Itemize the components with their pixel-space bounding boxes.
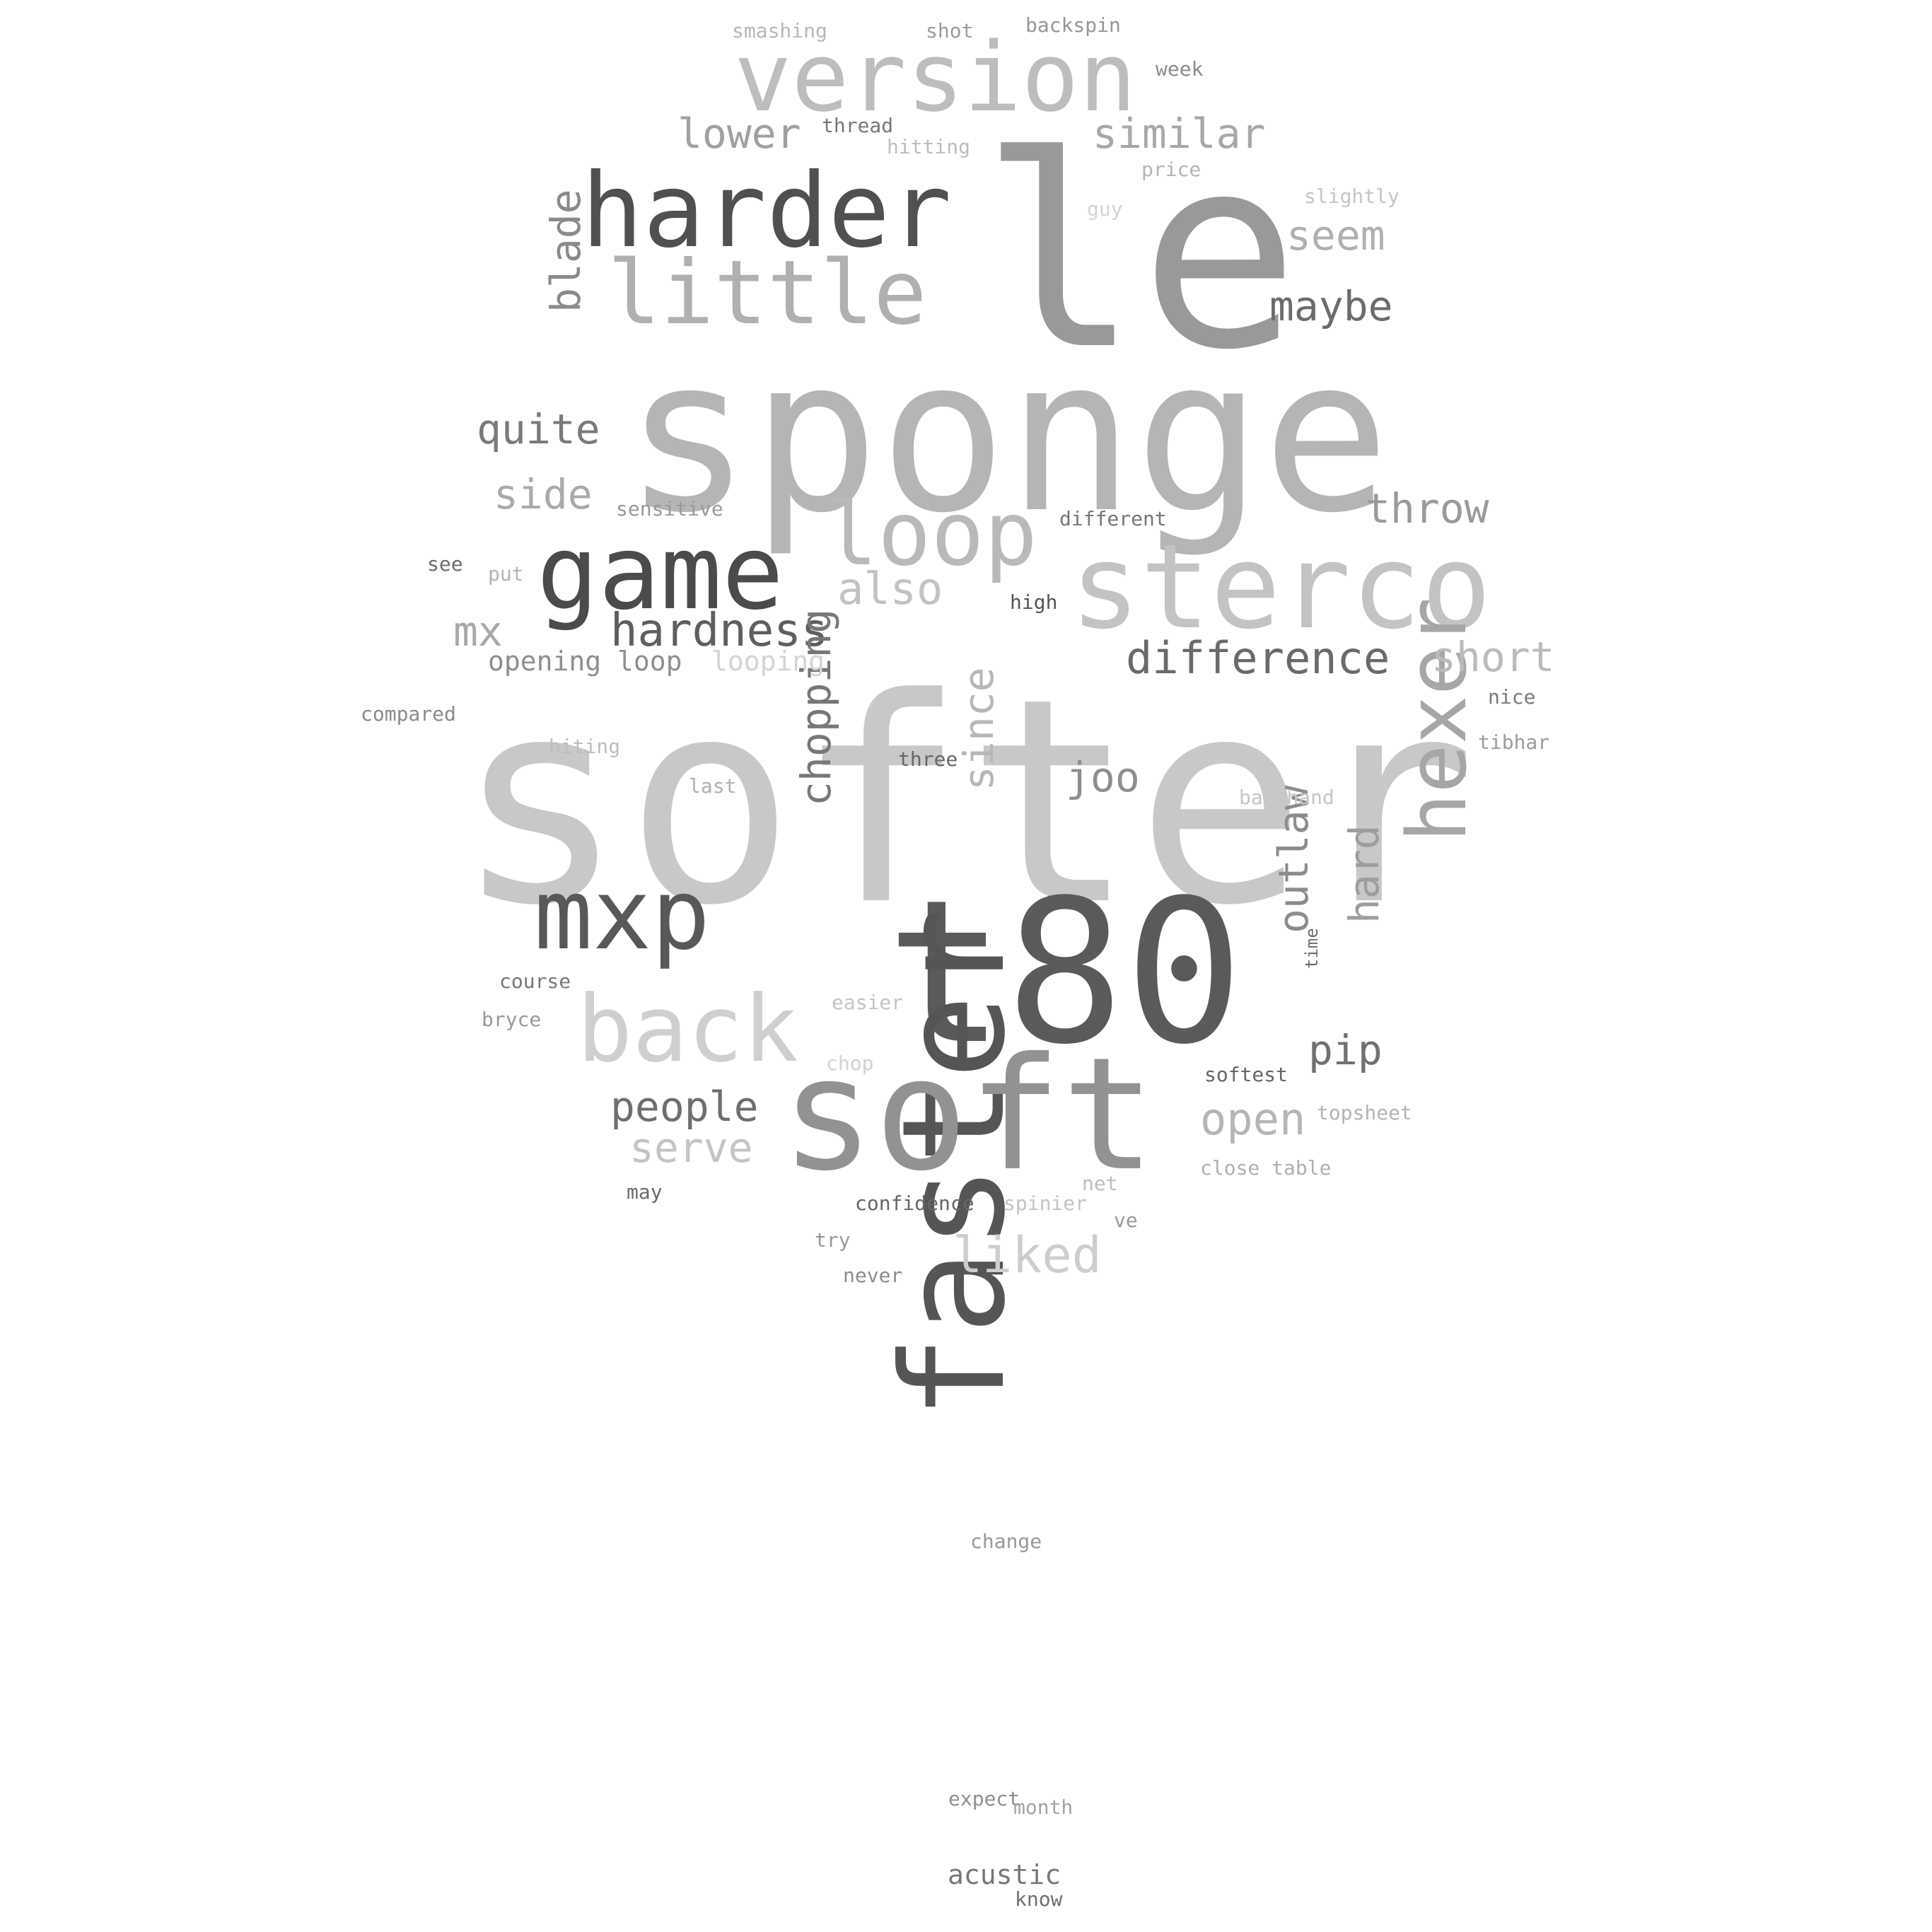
word-backspin: backspin (1025, 13, 1121, 37)
word-blade: blade (542, 189, 590, 313)
word-last: last (689, 774, 737, 798)
word-game: game (537, 513, 784, 633)
word-smashing: smashing (732, 19, 827, 42)
word-easier: easier (832, 991, 904, 1014)
word-put: put (488, 562, 524, 586)
word-time: time (1302, 928, 1322, 969)
word-softest: softest (1204, 1063, 1288, 1086)
word-harder: harder (581, 151, 952, 271)
word-sensitive: sensitive (616, 497, 723, 520)
word-little: little (607, 242, 927, 344)
word-month: month (1013, 1796, 1073, 1819)
word-backhand: backhand (1239, 786, 1334, 809)
word-open: open (1200, 1093, 1306, 1145)
word-confidence: confidence (855, 1192, 974, 1215)
word-mxp: mxp (534, 858, 711, 972)
word-loop: loop (825, 483, 1038, 586)
word-course: course (499, 970, 571, 993)
word-seem: seem (1286, 211, 1385, 260)
word-since: since (955, 667, 1003, 791)
word-hard: hard (1340, 825, 1388, 924)
word-high: high (1010, 590, 1058, 614)
word-difference: difference (1126, 632, 1390, 684)
word-looping: looping (711, 646, 825, 677)
word-expect: expect (948, 1787, 1020, 1810)
word-mx: mx (453, 607, 503, 656)
word-nice: nice (1488, 685, 1536, 709)
word-lower: lower (677, 110, 801, 158)
word-soft: soft (781, 1024, 1156, 1205)
word-tibhar: tibhar (1478, 731, 1550, 754)
word-t80: t80 (886, 858, 1244, 1088)
word-hiting: hiting (549, 735, 621, 758)
word-close-table: close table (1200, 1156, 1332, 1180)
word-hitting: hitting (887, 135, 971, 158)
word-version: version (734, 22, 1136, 133)
word-never: never (843, 1264, 903, 1287)
word-price: price (1141, 158, 1201, 181)
word-thread: thread (822, 114, 894, 137)
word-people: people (610, 1083, 759, 1131)
word-back: back (577, 975, 799, 1083)
word-try: try (815, 1228, 851, 1252)
word-maybe: maybe (1269, 282, 1393, 330)
word-quite: quite (477, 405, 600, 453)
word-compared: compared (361, 702, 456, 726)
word-three: three (898, 747, 958, 771)
word-hardness: hardness (610, 605, 829, 657)
word-sponge: sponge (624, 313, 1390, 559)
word-short: short (1431, 633, 1555, 681)
word-serve: serve (629, 1124, 753, 1172)
word-slightly: slightly (1304, 185, 1399, 208)
word-spinier: spinier (1003, 1192, 1088, 1215)
word-acustic: acustic (948, 1859, 1061, 1890)
word-joo: joo (1066, 753, 1140, 801)
word-liked: liked (953, 1226, 1102, 1284)
word-topsheet: topsheet (1317, 1101, 1412, 1124)
word-opening-loop: opening loop (488, 646, 682, 677)
word-throw: throw (1366, 484, 1489, 533)
word-net: net (1082, 1172, 1118, 1195)
word-similar: similar (1093, 110, 1266, 158)
word-pip: pip (1308, 1026, 1383, 1074)
word-may: may (627, 1180, 663, 1204)
word-softer: softer (455, 639, 1477, 967)
word-bryce: bryce (482, 1008, 542, 1031)
word-sterco: sterco (1070, 519, 1492, 655)
word-shot: shot (926, 19, 974, 42)
word-chop: chop (826, 1052, 874, 1075)
word-chopping: chopping (792, 608, 840, 806)
word-week: week (1156, 57, 1204, 81)
word-see: see (427, 552, 463, 576)
word-guy: guy (1087, 197, 1123, 221)
word-different: different (1059, 507, 1167, 530)
word-ve: ve (1114, 1209, 1138, 1232)
word-change: change (970, 1530, 1042, 1553)
word-also: also (837, 563, 943, 615)
word-side: side (494, 470, 593, 518)
word-know: know (1015, 1887, 1063, 1911)
word-le: le (980, 100, 1300, 408)
